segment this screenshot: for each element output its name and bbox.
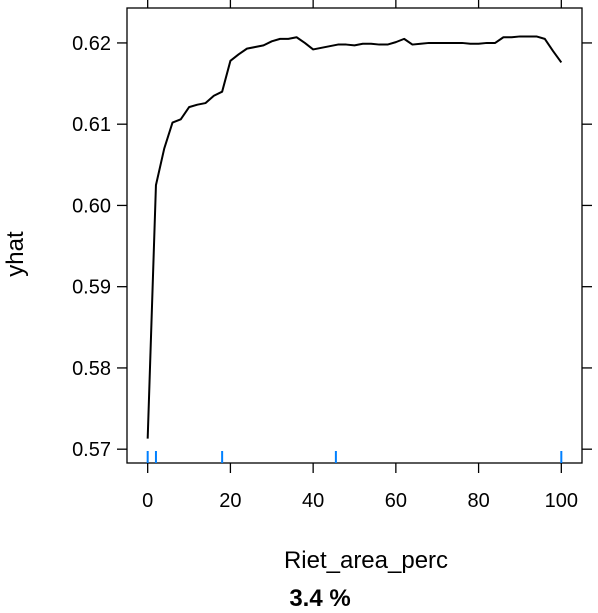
y-tick-label: 0.61 bbox=[72, 114, 111, 136]
y-tick-label: 0.59 bbox=[72, 277, 111, 299]
x-tick-label: 0 bbox=[142, 490, 153, 512]
x-tick-label: 60 bbox=[385, 490, 407, 512]
x-axis: 0 20 40 60 80 100 bbox=[142, 463, 578, 512]
plot-frame bbox=[126, 7, 583, 464]
x-tick-label: 40 bbox=[302, 490, 324, 512]
y-tick-label: 0.58 bbox=[72, 358, 111, 380]
y-tick-label: 0.57 bbox=[72, 439, 111, 461]
x-tick-label: 100 bbox=[545, 490, 578, 512]
top-tick-marks bbox=[147, 0, 562, 8]
x-axis-title: Riet_area_perc bbox=[284, 547, 448, 574]
y-axis: 0.57 0.58 0.59 0.60 0.61 0.62 bbox=[72, 33, 127, 461]
series-group bbox=[146, 35, 563, 439]
chart-subtitle: 3.4 % bbox=[289, 585, 350, 612]
series-line bbox=[146, 35, 563, 439]
y-tick-label: 0.60 bbox=[72, 195, 111, 217]
x-tick-label: 20 bbox=[219, 490, 241, 512]
y-axis-title: yhat bbox=[2, 231, 29, 277]
rug-marks bbox=[146, 451, 563, 463]
y-tick-label: 0.62 bbox=[72, 33, 111, 55]
x-tick-label: 80 bbox=[467, 490, 489, 512]
right-tick-marks bbox=[582, 42, 592, 450]
